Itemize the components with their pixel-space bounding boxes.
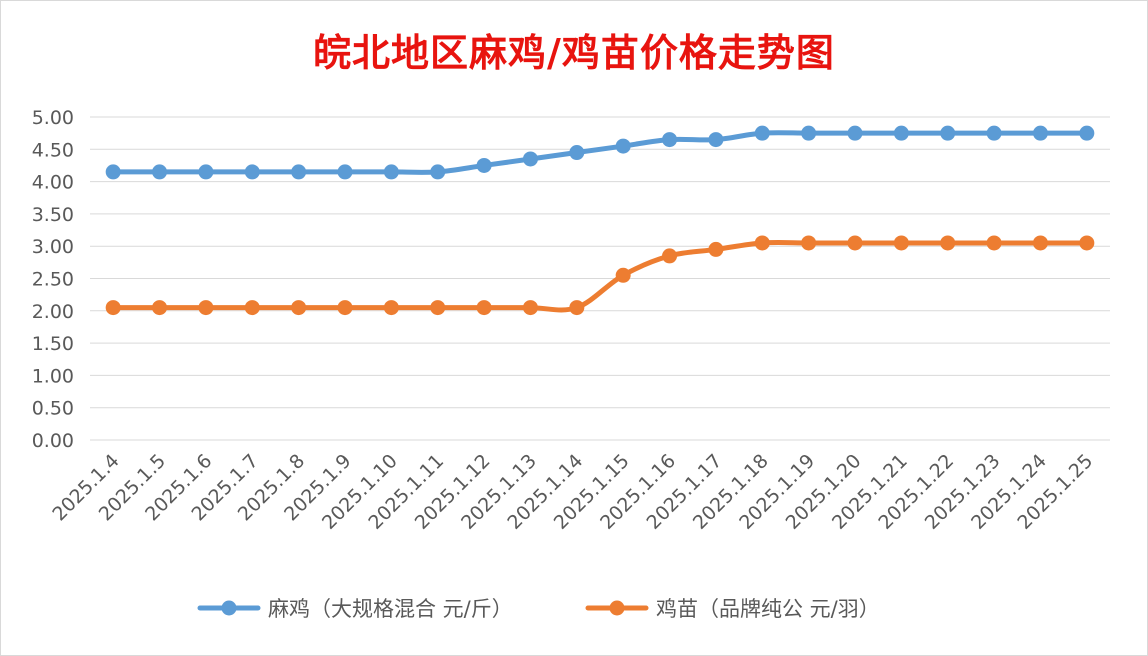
data-point (662, 248, 678, 264)
data-point (847, 125, 863, 141)
legend-item-1: 麻鸡（大规格混合 元/斤） (197, 597, 513, 621)
data-point (476, 157, 492, 173)
data-point (522, 300, 538, 316)
gridlines (90, 116, 1110, 441)
data-point (986, 125, 1002, 141)
data-point (986, 235, 1002, 251)
data-point (337, 164, 353, 180)
data-point (615, 138, 631, 154)
series-1 (105, 125, 1095, 180)
y-tick-label: 2.50 (32, 269, 74, 291)
data-point (940, 235, 956, 251)
legend: 麻鸡（大规格混合 元/斤） 鸡苗（品牌纯公 元/羽） (197, 597, 880, 621)
y-tick-label: 5.00 (32, 107, 74, 129)
y-tick-label: 4.50 (32, 139, 74, 161)
legend-item-2: 鸡苗（品牌纯公 元/羽） (585, 597, 880, 621)
y-tick-label: 3.50 (32, 204, 74, 226)
chart-title: 皖北地区麻鸡/鸡苗价格走势图 (313, 30, 835, 75)
data-point (801, 235, 817, 251)
data-point (847, 235, 863, 251)
y-tick-label: 1.50 (32, 333, 74, 355)
data-point (244, 300, 260, 316)
data-point (198, 164, 214, 180)
data-point (337, 300, 353, 316)
series (105, 125, 1095, 316)
y-tick-label: 1.00 (32, 365, 74, 387)
data-point (152, 300, 168, 316)
data-point (569, 300, 585, 316)
data-point (1079, 125, 1095, 141)
series-line (110, 130, 1090, 175)
data-point (754, 235, 770, 251)
data-point (1032, 125, 1048, 141)
data-point (801, 125, 817, 141)
data-point (244, 164, 260, 180)
legend-swatch-marker (221, 600, 237, 616)
y-tick-label: 2.00 (32, 301, 74, 323)
data-point (291, 164, 307, 180)
data-point (1032, 235, 1048, 251)
data-point (476, 300, 492, 316)
legend-label: 鸡苗（品牌纯公 元/羽） (656, 597, 880, 621)
data-point (893, 125, 909, 141)
data-point (569, 145, 585, 161)
data-point (430, 164, 446, 180)
data-point (708, 241, 724, 257)
data-point (430, 300, 446, 316)
data-point (940, 125, 956, 141)
data-point (383, 300, 399, 316)
data-point (522, 151, 538, 167)
series-line (110, 239, 1090, 313)
data-point (198, 300, 214, 316)
y-tick-label: 0.00 (32, 430, 74, 452)
data-point (105, 300, 121, 316)
data-point (615, 267, 631, 283)
data-point (105, 164, 121, 180)
series-2 (105, 235, 1095, 316)
data-point (708, 132, 724, 148)
data-point (291, 300, 307, 316)
data-point (754, 125, 770, 141)
data-point (662, 132, 678, 148)
legend-swatch-marker (609, 600, 625, 616)
data-point (383, 164, 399, 180)
data-point (1079, 235, 1095, 251)
data-point (893, 235, 909, 251)
y-tick-label: 3.00 (32, 236, 74, 258)
y-tick-label: 4.00 (32, 172, 74, 194)
data-point (152, 164, 168, 180)
x-axis-ticks: 2025.1.42025.1.52025.1.62025.1.72025.1.8… (48, 450, 1097, 534)
y-axis-ticks: 0.00 0.50 1.00 1.50 2.00 2.50 3.00 3.50 4.00 4.50… (32, 107, 74, 452)
y-tick-label: 0.50 (32, 398, 74, 420)
legend-label: 麻鸡（大规格混合 元/斤） (268, 597, 513, 621)
